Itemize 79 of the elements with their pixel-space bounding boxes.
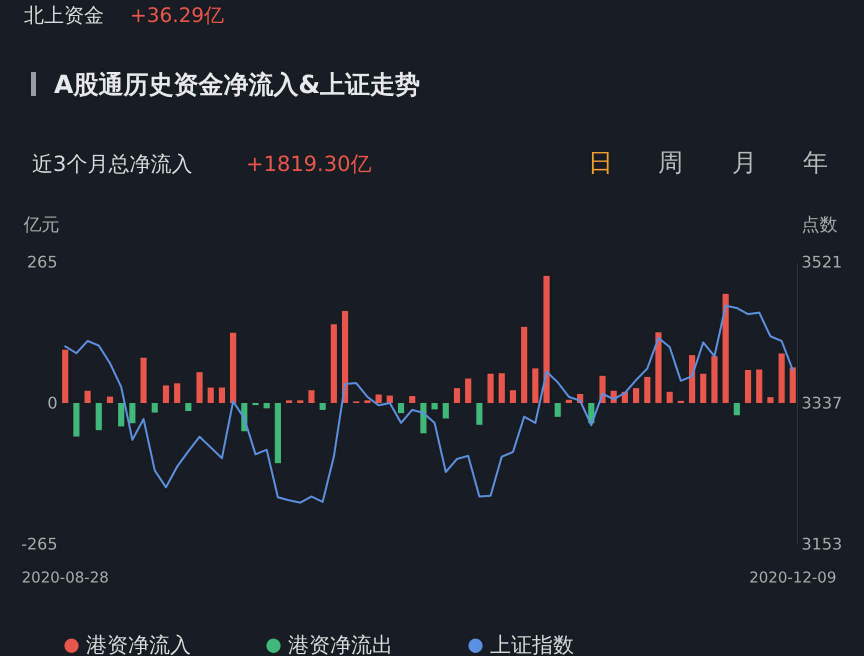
text: 北上资金 [24,2,104,29]
x-tick-label: 2020-08-28 [22,568,109,586]
y2-tick-label: 3153 [802,534,842,554]
bar [386,396,393,403]
bar [364,400,371,403]
bar [744,370,752,403]
text: 近3个月总净流入 [32,151,192,178]
bar [432,403,438,410]
bar [196,372,203,403]
bar [521,326,528,403]
bar [711,356,718,403]
bar [73,403,80,437]
bar [106,396,114,403]
bar [320,403,326,410]
text: 年 [803,147,828,179]
bar [218,388,225,403]
bar [129,403,136,424]
bar [554,403,561,417]
bar [756,369,762,403]
bar [297,400,304,403]
text: 日 [588,147,613,179]
bar [174,383,180,403]
bar [465,378,472,403]
bar [376,394,382,403]
bar [476,403,482,425]
bar [700,374,706,403]
bar [666,392,673,403]
x-tick-label: 2020-12-09 [749,568,836,586]
bar [84,390,91,403]
text: +1819.30亿 [246,151,372,178]
bar [633,388,640,403]
bar [420,403,426,434]
bar [498,373,505,403]
bar [767,397,774,403]
text: +36.29亿 [130,2,224,29]
bar [398,403,404,414]
bar [790,367,796,403]
bar [330,324,337,403]
bar [208,388,214,403]
bar [734,403,740,416]
bar [487,374,494,403]
bar [140,358,147,403]
bar [118,403,124,426]
y2-tick-label: 3521 [802,252,842,272]
text: 月 [732,147,757,179]
y2-tick-label: 3337 [802,394,842,412]
bar [230,332,236,403]
bar [308,390,315,403]
legend-label: 港资净流出 [288,632,393,656]
y-axis-title: 亿元 [22,214,60,236]
y2-axis-title: 点数 [802,214,838,236]
bar [274,403,281,464]
bar [409,396,416,403]
text: 周 [658,147,683,179]
chart-title: A股通历史资金净流入&上证走势 [54,69,420,101]
bar [543,276,550,403]
bar [778,354,785,403]
legend-label: 港资净流入 [86,632,191,656]
bar [644,376,650,403]
bar [442,403,449,418]
bar [722,294,729,403]
bar [655,332,662,403]
bar [162,385,170,403]
bar [96,403,102,430]
bar [264,403,270,408]
y-tick-label: 0 [47,394,58,412]
legend-label: 上证指数 [490,632,574,656]
bar [510,390,516,403]
bar [532,368,538,403]
bar [342,310,348,403]
bar [566,400,572,403]
bar [62,350,68,403]
y-tick-label: 265 [26,252,58,272]
bar [152,403,158,413]
line-series [64,304,794,504]
bar [185,403,192,411]
bar [286,400,292,403]
bar [454,388,460,403]
y-tick-label: -265 [21,534,58,554]
